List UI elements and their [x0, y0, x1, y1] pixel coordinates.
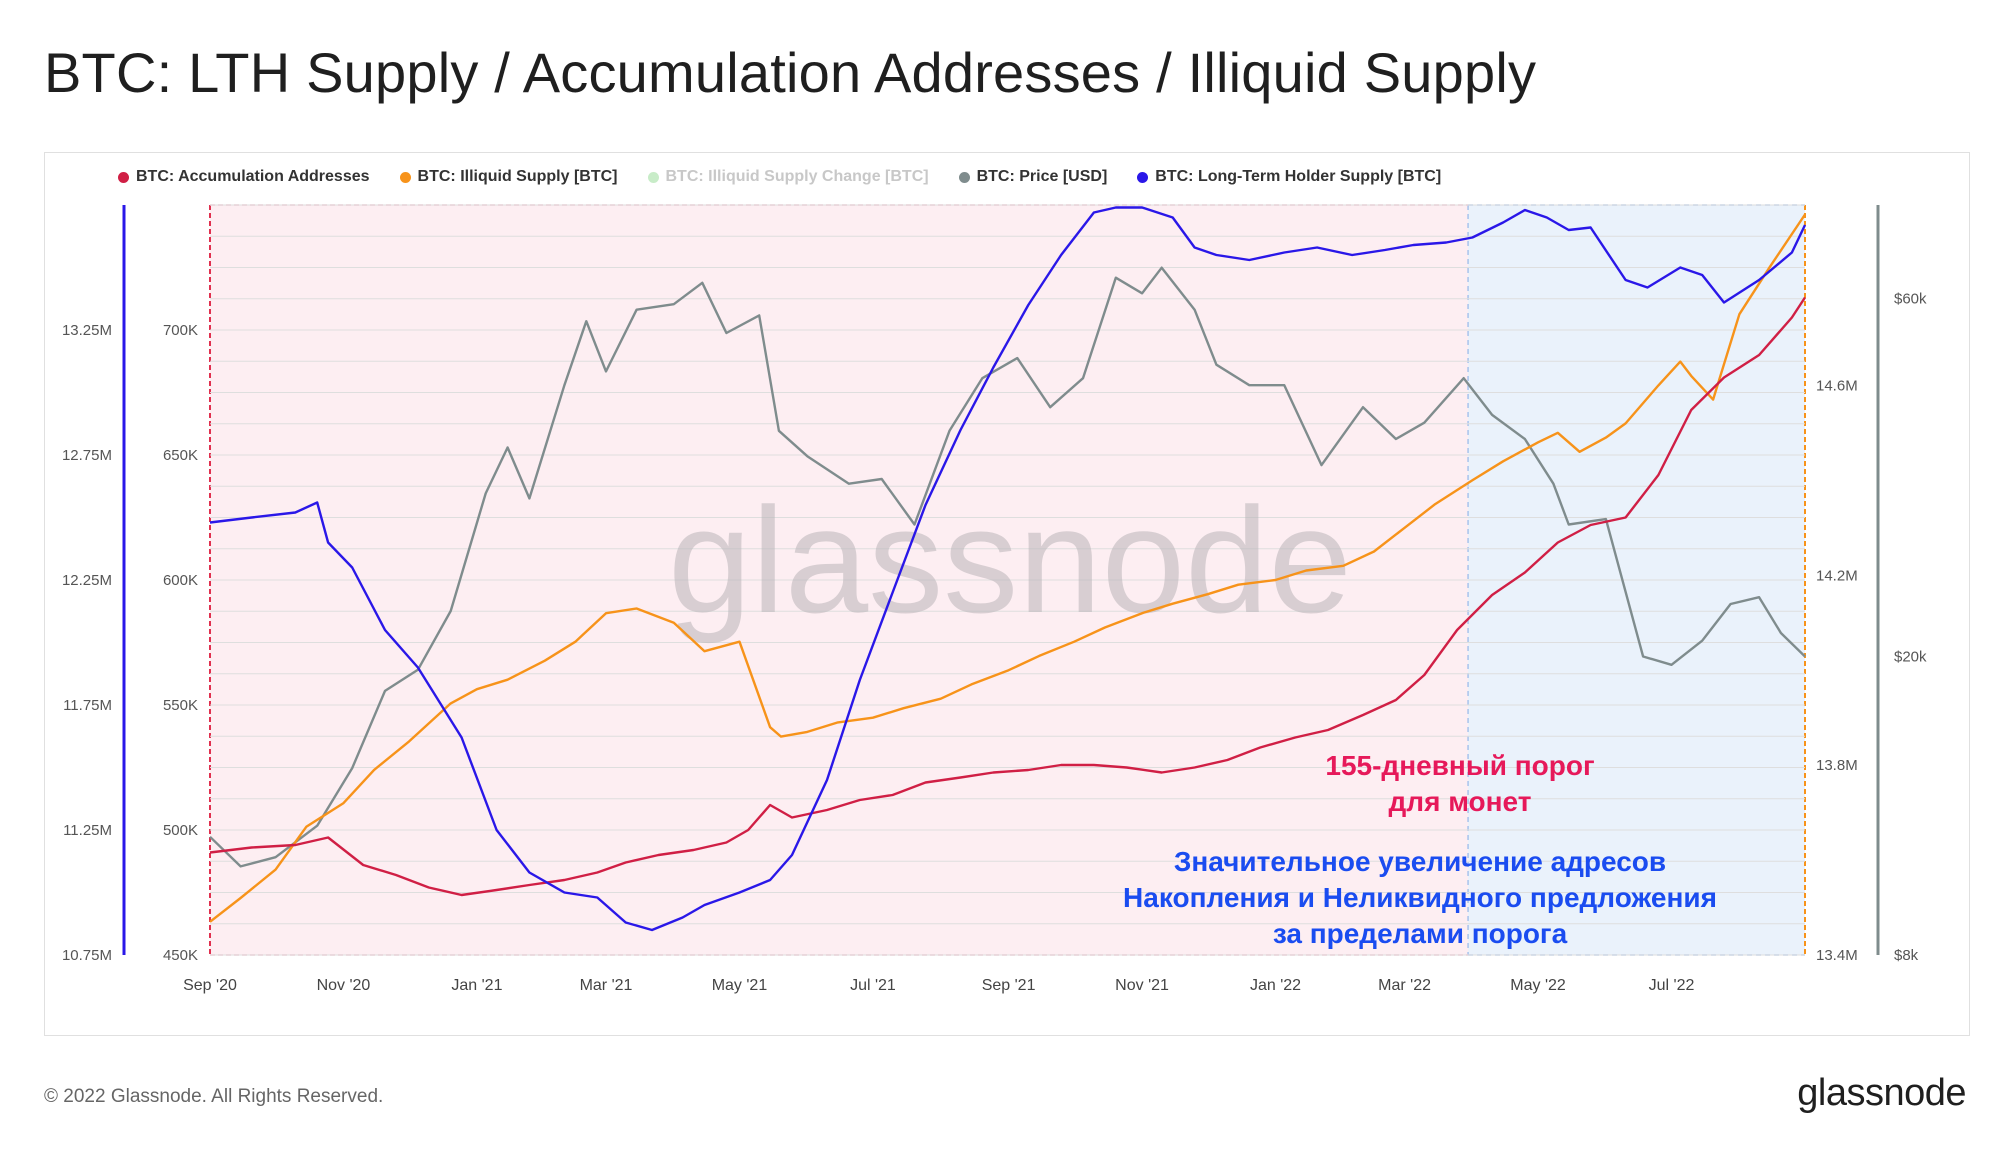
x-tick-label: Mar '22	[1378, 977, 1431, 994]
legend-dot-icon	[958, 171, 970, 183]
x-tick-label: Jan '21	[451, 977, 502, 994]
x-tick-label: Mar '21	[580, 977, 633, 994]
lth-tick-label: 12.25M	[62, 572, 112, 589]
x-tick-label: May '21	[712, 977, 768, 994]
accumulation-tick-label: 650K	[163, 447, 198, 464]
price-tick-label: $8k	[1894, 947, 1919, 964]
legend-item-illiquid-change[interactable]: BTC: Illiquid Supply Change [BTC]	[647, 168, 929, 186]
accumulation-tick-label: 700K	[163, 322, 198, 339]
illiquid-tick-label: 13.8M	[1816, 757, 1858, 774]
legend-dot-icon	[399, 171, 411, 183]
price-line	[209, 266, 1806, 868]
x-tick-label: Sep '21	[982, 977, 1036, 994]
legend-dot-icon	[1137, 171, 1149, 183]
annotation-line: для монет	[1388, 786, 1532, 817]
x-tick-label: Sep '20	[183, 977, 237, 994]
price-tick-label: $60k	[1894, 291, 1927, 308]
legend-label: BTC: Accumulation Addresses	[136, 168, 370, 185]
annotation-line: 155-дневный порог	[1325, 750, 1595, 781]
x-tick-label: Jul '22	[1649, 977, 1695, 994]
x-tick-label: Jul '21	[850, 977, 896, 994]
annotation-line: Накопления и Неликвидного предложения	[1123, 882, 1717, 913]
accumulation-tick-label: 550K	[163, 697, 198, 714]
lth-supply-line	[209, 206, 1807, 932]
legend-item-accumulation[interactable]: BTC: Accumulation Addresses	[118, 168, 370, 186]
accumulation-addresses-line	[209, 296, 1807, 897]
x-tick-label: Jan '22	[1250, 977, 1301, 994]
legend-label: BTC: Illiquid Supply Change [BTC]	[665, 168, 929, 185]
legend-item-lth-supply[interactable]: BTC: Long-Term Holder Supply [BTC]	[1137, 168, 1441, 186]
lth-tick-label: 10.75M	[62, 947, 112, 964]
legend-label: BTC: Illiquid Supply [BTC]	[417, 168, 618, 185]
page-title: BTC: LTH Supply / Accumulation Addresses…	[44, 41, 1537, 104]
illiquid-tick-label: 14.2M	[1816, 567, 1858, 584]
annotation-line: Значительное увеличение адресов	[1173, 846, 1667, 877]
legend-label: BTC: Price [USD]	[976, 168, 1108, 185]
legend-label: BTC: Long-Term Holder Supply [BTC]	[1155, 168, 1442, 185]
illiquid-supply-line	[209, 213, 1806, 923]
legend-dot-icon	[118, 171, 129, 183]
legend-item-price[interactable]: BTC: Price [USD]	[958, 168, 1108, 186]
annotation-increase: Значительное увеличение адресов Накоплен…	[1120, 844, 1720, 952]
lth-tick-label: 11.75M	[63, 697, 112, 714]
accumulation-tick-label: 600K	[163, 572, 198, 589]
legend-item-illiquid-supply[interactable]: BTC: Illiquid Supply [BTC]	[399, 168, 618, 186]
lth-tick-label: 11.25M	[63, 822, 112, 839]
accumulation-tick-label: 450K	[163, 947, 198, 964]
footer-logo[interactable]: glassnode	[1797, 1072, 1966, 1114]
lth-tick-label: 13.25M	[62, 322, 112, 339]
x-tick-label: May '22	[1510, 977, 1566, 994]
legend-dot-icon	[647, 171, 659, 183]
illiquid-tick-label: 14.6M	[1816, 377, 1858, 394]
footer-copyright: © 2022 Glassnode. All Rights Reserved.	[44, 1086, 384, 1107]
lth-tick-label: 12.75M	[62, 447, 112, 464]
x-tick-label: Nov '21	[1115, 977, 1169, 994]
watermark: glassnode	[668, 476, 1352, 644]
price-tick-label: $20k	[1894, 649, 1927, 666]
annotation-threshold: 155-дневный порог для монет	[1260, 748, 1660, 820]
illiquid-tick-label: 13.4M	[1816, 947, 1858, 964]
chart-legend: BTC: Accumulation Addresses BTC: Illiqui…	[118, 168, 1441, 186]
accumulation-tick-label: 500K	[163, 822, 198, 839]
annotation-line: за пределами порога	[1272, 918, 1568, 949]
x-tick-label: Nov '20	[317, 977, 371, 994]
